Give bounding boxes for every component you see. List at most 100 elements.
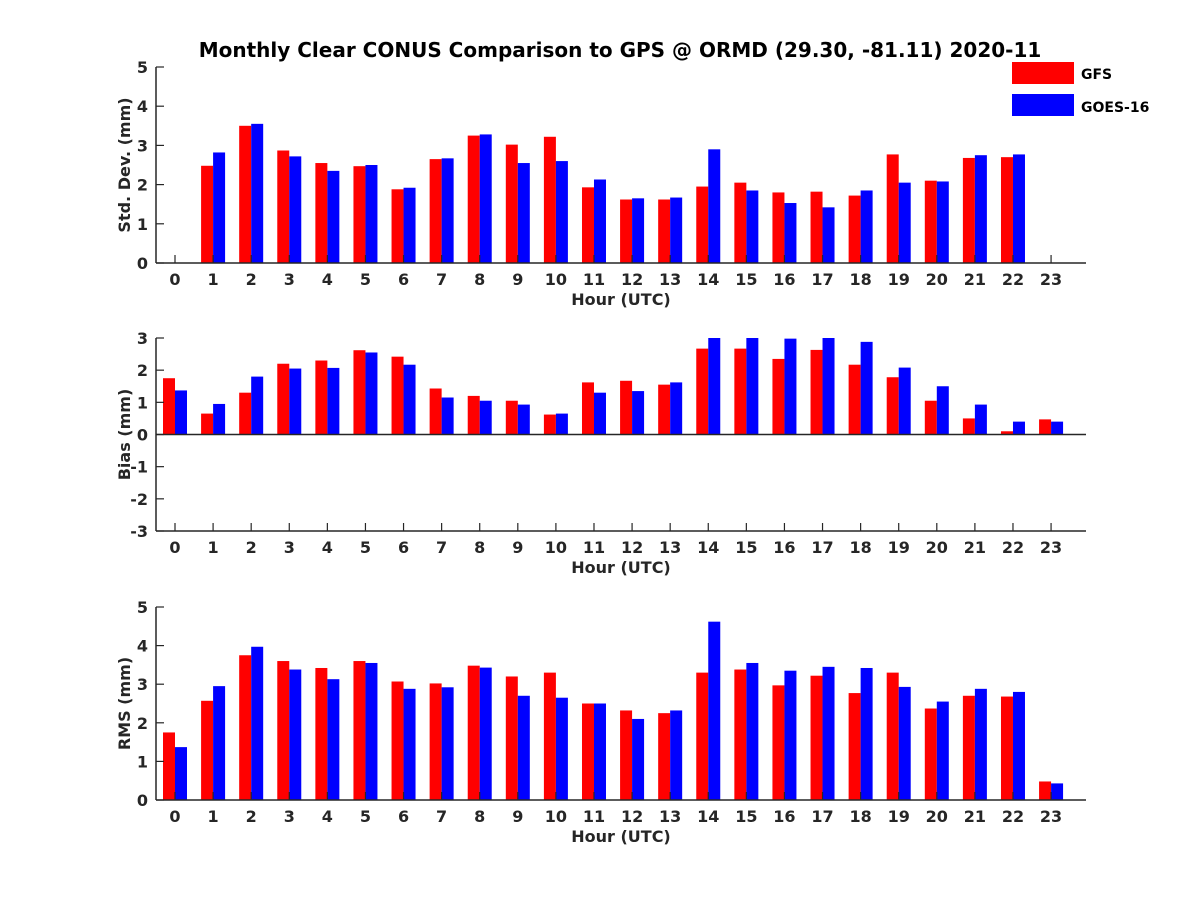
bar-goes16-hour-19 xyxy=(898,686,911,800)
bar-goes16-hour-13 xyxy=(670,197,683,263)
bar-gfs-hour-19 xyxy=(886,377,899,435)
bar-goes16-hour-22 xyxy=(1012,154,1025,263)
bar-goes16-hour-22 xyxy=(1012,691,1025,800)
x-tick-label: 15 xyxy=(735,270,757,289)
x-tick-label: 13 xyxy=(659,538,681,557)
x-tick-label: 2 xyxy=(246,270,257,289)
chart-legend: GFS GOES-16 xyxy=(1012,62,1149,116)
bar-goes16-hour-12 xyxy=(632,198,645,263)
x-tick-label: 23 xyxy=(1040,538,1062,557)
bar-goes16-hour-4 xyxy=(327,170,340,263)
x-tick-label: 20 xyxy=(926,538,948,557)
x-tick-label: 5 xyxy=(360,807,371,826)
x-tick-label: 20 xyxy=(926,270,948,289)
bar-gfs-hour-6 xyxy=(391,356,404,435)
x-tick-label: 17 xyxy=(811,807,833,826)
x-axis-label: Hour (UTC) xyxy=(571,558,671,577)
bar-gfs-hour-7 xyxy=(429,683,442,800)
x-tick-label: 8 xyxy=(474,270,485,289)
bar-goes16-hour-2 xyxy=(251,123,264,263)
bar-goes16-hour-7 xyxy=(441,687,454,800)
bar-goes16-hour-1 xyxy=(213,152,226,263)
x-tick-label: 14 xyxy=(697,538,719,557)
bar-goes16-hour-23 xyxy=(1051,783,1064,800)
x-tick-label: 4 xyxy=(322,270,333,289)
x-tick-label: 9 xyxy=(512,807,523,826)
y-tick-label: 2 xyxy=(137,714,148,733)
bar-gfs-hour-22 xyxy=(1000,157,1013,263)
y-tick-label: 5 xyxy=(137,598,148,617)
x-tick-label: 14 xyxy=(697,270,719,289)
bar-gfs-hour-15 xyxy=(734,669,747,800)
x-axis-label: Hour (UTC) xyxy=(571,827,671,846)
bar-goes16-hour-12 xyxy=(632,718,645,800)
bar-goes16-hour-17 xyxy=(822,207,835,263)
bar-gfs-hour-15 xyxy=(734,348,747,435)
y-tick-label: -3 xyxy=(130,522,148,541)
bar-goes16-hour-10 xyxy=(555,161,568,263)
bar-gfs-hour-22 xyxy=(1000,431,1013,435)
x-tick-label: 1 xyxy=(208,538,219,557)
bar-gfs-hour-5 xyxy=(353,661,366,800)
bar-goes16-hour-15 xyxy=(746,338,759,435)
bar-goes16-hour-20 xyxy=(936,701,949,800)
bar-gfs-hour-2 xyxy=(239,655,252,800)
chart-title: Monthly Clear CONUS Comparison to GPS @ … xyxy=(199,38,1042,62)
bar-gfs-hour-16 xyxy=(772,358,785,435)
x-tick-label: 11 xyxy=(583,807,605,826)
bar-gfs-hour-18 xyxy=(848,195,861,263)
bar-gfs-hour-14 xyxy=(696,672,709,800)
y-axis-label: Std. Dev. (mm) xyxy=(115,97,134,232)
bar-goes16-hour-4 xyxy=(327,367,340,435)
bar-goes16-hour-15 xyxy=(746,662,759,800)
bar-goes16-hour-2 xyxy=(251,646,264,800)
bar-gfs-hour-10 xyxy=(543,672,556,800)
bar-goes16-hour-7 xyxy=(441,158,454,263)
bar-gfs-hour-11 xyxy=(581,187,594,263)
y-tick-label: 1 xyxy=(137,752,148,771)
bar-goes16-hour-11 xyxy=(593,703,606,800)
x-tick-label: 19 xyxy=(888,270,910,289)
bar-goes16-hour-17 xyxy=(822,338,835,435)
x-tick-label: 12 xyxy=(621,270,643,289)
y-tick-label: 2 xyxy=(137,176,148,195)
x-tick-label: 18 xyxy=(849,807,871,826)
legend-label-goes16: GOES-16 xyxy=(1081,100,1149,116)
x-tick-label: 20 xyxy=(926,807,948,826)
x-tick-label: 3 xyxy=(284,538,295,557)
x-tick-label: 13 xyxy=(659,807,681,826)
x-tick-label: 17 xyxy=(811,538,833,557)
bar-gfs-hour-22 xyxy=(1000,696,1013,800)
bar-gfs-hour-13 xyxy=(658,199,671,263)
bar-goes16-hour-10 xyxy=(555,413,568,435)
y-tick-label: 1 xyxy=(137,215,148,234)
bar-goes16-hour-13 xyxy=(670,710,683,800)
bar-goes16-hour-21 xyxy=(974,688,987,800)
bar-goes16-hour-13 xyxy=(670,382,683,435)
x-tick-label: 0 xyxy=(169,270,180,289)
bar-goes16-hour-23 xyxy=(1051,421,1064,435)
bar-goes16-hour-16 xyxy=(784,203,797,263)
bar-gfs-hour-9 xyxy=(505,676,518,800)
bar-goes16-hour-10 xyxy=(555,697,568,800)
bar-gfs-hour-9 xyxy=(505,144,518,263)
y-tick-label: 3 xyxy=(137,675,148,694)
y-tick-label: 0 xyxy=(137,791,148,810)
bar-goes16-hour-3 xyxy=(289,669,302,800)
x-tick-label: 5 xyxy=(360,538,371,557)
x-tick-label: 1 xyxy=(208,270,219,289)
bar-goes16-hour-8 xyxy=(479,134,492,263)
bar-goes16-hour-0 xyxy=(175,390,187,435)
bar-gfs-hour-20 xyxy=(924,708,937,800)
bar-gfs-hour-18 xyxy=(848,364,861,435)
bar-goes16-hour-19 xyxy=(898,367,911,435)
x-tick-label: 10 xyxy=(545,270,567,289)
y-tick-label: 5 xyxy=(137,58,148,77)
bar-goes16-hour-11 xyxy=(593,179,606,263)
x-tick-label: 17 xyxy=(811,270,833,289)
bar-gfs-hour-19 xyxy=(886,672,899,800)
bar-goes16-hour-21 xyxy=(974,155,987,263)
